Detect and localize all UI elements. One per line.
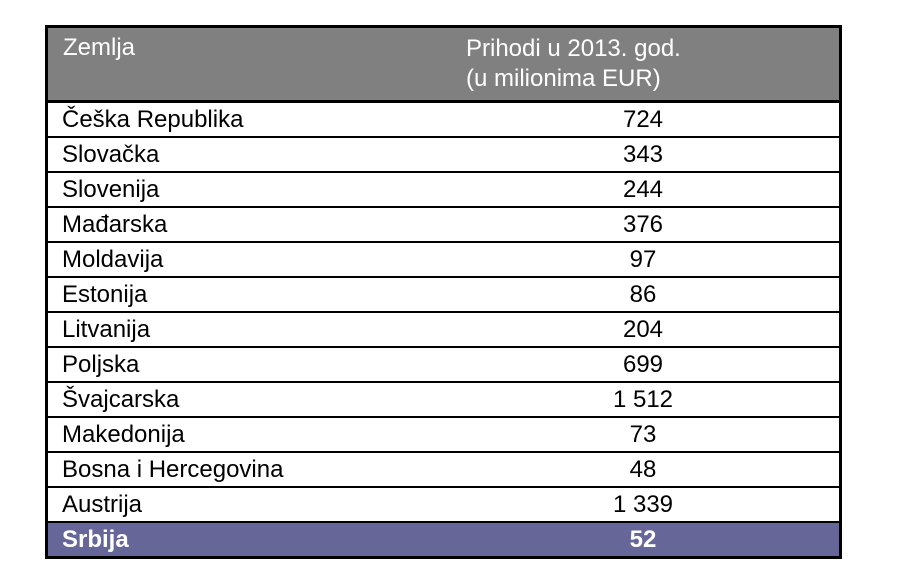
country-cell: Slovenija [62,176,160,203]
country-cell: Litvanija [62,316,151,343]
value-cell: 1 512 [612,386,674,413]
table-row: Estonija 86 [48,278,839,313]
table-row: Moldavija 97 [48,243,839,278]
value-cell: 699 [622,351,664,378]
table-row: Švajcarska 1 512 [48,383,839,418]
revenue-table: Zemlja Prihodi u 2013. god. (u milionima… [45,25,842,559]
table-row: Austrija 1 339 [48,488,839,523]
value-cell: 97 [629,246,657,273]
country-cell: Poljska [62,351,140,378]
table-row: Bosna i Hercegovina 48 [48,453,839,488]
value-cell: 244 [622,176,664,203]
table-row: Poljska 699 [48,348,839,383]
value-cell: 724 [622,106,664,133]
country-cell: Estonija [62,281,148,308]
table-header: Zemlja Prihodi u 2013. god. (u milionima… [48,28,839,103]
table-row: Litvanija 204 [48,313,839,348]
country-cell: Srbija [62,526,129,553]
header-revenue: Prihodi u 2013. god. (u milionima EUR) [466,34,681,94]
header-revenue-line1: Prihodi u 2013. god. [466,35,681,62]
country-cell: Bosna i Hercegovina [62,456,284,483]
table-row: Slovačka 343 [48,138,839,173]
table-row: Makedonija 73 [48,418,839,453]
table-row: Slovenija 244 [48,173,839,208]
value-cell: 52 [629,526,657,553]
value-cell: 343 [622,141,664,168]
table-row-highlighted: Srbija 52 [48,523,839,556]
header-country: Zemlja [63,34,136,61]
value-cell: 376 [622,211,664,238]
table-body: Češka Republika 724 Slovačka 343 Slovenija 24… [48,103,839,556]
value-cell: 86 [629,281,657,308]
country-cell: Češka Republika [62,106,244,133]
country-cell: Mađarska [62,211,168,238]
country-cell: Makedonija [62,421,185,448]
value-cell: 1 339 [612,491,674,518]
value-cell: 204 [622,316,664,343]
country-cell: Švajcarska [62,386,180,413]
country-cell: Slovačka [62,141,160,168]
table-row: Mađarska 376 [48,208,839,243]
value-cell: 73 [629,421,657,448]
header-revenue-line2: (u milionima EUR) [466,65,661,92]
value-cell: 48 [629,456,657,483]
country-cell: Moldavija [62,246,164,273]
country-cell: Austrija [62,491,143,518]
table-row: Češka Republika 724 [48,103,839,138]
